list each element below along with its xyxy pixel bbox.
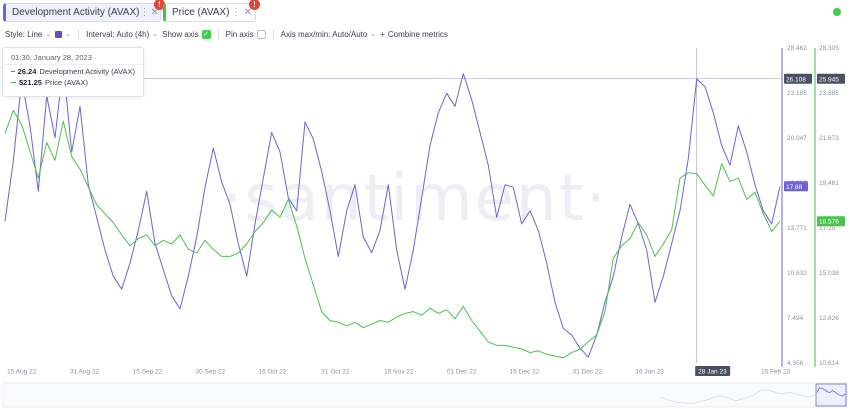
tooltip-price-label: Price (AVAX): [44, 78, 89, 87]
plus-icon: +: [380, 29, 385, 39]
more-options-icon[interactable]: ⋮: [139, 7, 150, 18]
x-tick-label: 15 Sep 22: [133, 369, 163, 376]
x-tick-label: 31 Oct 22: [321, 369, 350, 376]
metric-tab-price[interactable]: Price (AVAX) ⋮ ✕ !: [163, 0, 260, 22]
x-tick-label: 30 Sep 22: [196, 369, 226, 376]
x-highlight-bg: [695, 366, 731, 376]
y-tick-label-left: 13.771: [787, 225, 807, 232]
y-tick-label-right: 10.614: [819, 360, 839, 367]
left-axis-marker: 26.108: [786, 76, 806, 83]
left-axis-marker-bg: [784, 73, 812, 84]
x-tick-label: 31 Dec 22: [573, 369, 603, 376]
series-marker: [11, 70, 15, 73]
x-tick-label: 15 Nov 22: [384, 369, 414, 376]
combine-metrics-label: Combine metrics: [387, 29, 448, 39]
y-tick-label-right: 19.461: [819, 180, 839, 187]
divider: [272, 29, 274, 39]
y-tick-label-left: 23.185: [787, 90, 807, 97]
navigator-window: [815, 383, 847, 407]
chevron-down-icon: ⌄: [370, 31, 377, 38]
y-tick-label-left: 4.356: [787, 360, 804, 367]
pin-axis-checkbox[interactable]: [256, 29, 266, 39]
left-axis-current-value: 17.88: [786, 184, 803, 191]
interval-dropdown[interactable]: Interval: Auto (4h) ⌄: [86, 30, 158, 39]
tooltip-row-price: $21.25 Price (AVAX): [3, 76, 143, 87]
navigator-window-line: [816, 387, 846, 397]
tooltip-price-value: $21.25: [19, 78, 42, 87]
axis-maxmin-dropdown[interactable]: Axis max/min: Auto/Auto ⌄: [281, 30, 377, 39]
series-marker: [11, 81, 16, 84]
y-tick-label-right: 12.826: [819, 315, 839, 322]
chevron-down-icon: ⌄: [65, 31, 72, 38]
pin-axis-toggle[interactable]: Pin axis: [225, 29, 266, 39]
axis-maxmin-label: Axis max/min: Auto/Auto: [280, 29, 368, 39]
chevron-down-icon: ⌄: [152, 31, 159, 38]
show-axis-label: Show axis: [162, 29, 199, 39]
x-tick-label: 16 Oct 22: [258, 369, 287, 376]
tooltip-date: 01:30, January 28, 2023: [3, 48, 143, 65]
tooltip-dev-value: 26.24: [17, 67, 37, 76]
color-dropdown[interactable]: ⌄: [55, 30, 71, 38]
chart-area[interactable]: ·santiment·28.46223.18520.04716.90913.77…: [0, 40, 850, 409]
metric-tab-label: Development Activity (AVAX): [12, 7, 140, 18]
tooltip-row-dev: 26.24 Development Activity (AVAX): [3, 65, 143, 76]
color-swatch: [55, 30, 63, 38]
right-axis-current-value: 18.576: [819, 219, 839, 226]
series-line-dev-activity: [4, 64, 781, 358]
y-tick-label-right: 17.25: [819, 225, 836, 232]
divider: [78, 29, 80, 39]
y-tick-label-left: 28.462: [787, 45, 807, 52]
metric-tab-dev-activity[interactable]: Development Activity (AVAX) ⋮ ✕ !: [3, 0, 165, 22]
metric-tab-label: Price (AVAX): [172, 7, 230, 18]
warning-icon: !: [154, 0, 165, 10]
x-tick-label-highlight: 28 Jan 23: [698, 369, 727, 376]
style-dropdown[interactable]: Style: Line ⌄: [5, 30, 51, 39]
x-tick-label: 16 Jan 23: [635, 369, 664, 376]
more-options-icon[interactable]: ⋮: [231, 7, 241, 18]
close-icon[interactable]: ✕: [150, 7, 159, 18]
y-tick-label-left: 10.632: [787, 270, 807, 277]
pin-axis-label: Pin axis: [225, 29, 254, 39]
chevron-down-icon: ⌄: [45, 31, 52, 38]
y-tick-label-right: 15.038: [819, 270, 839, 277]
show-axis-toggle[interactable]: Show axis ✓: [162, 29, 211, 39]
x-tick-label: 16 Dec 22: [510, 369, 540, 376]
series-line-price: [4, 109, 781, 359]
right-axis-current-value-bg: [817, 216, 845, 227]
right-axis-marker: 25.945: [819, 76, 839, 83]
warning-icon: !: [249, 0, 260, 10]
style-label: Style: Line: [5, 29, 43, 39]
chart-toolbar: Style: Line ⌄ ⌄ Interval: Auto (4h) ⌄ Sh…: [5, 27, 448, 41]
combine-metrics-button[interactable]: + Combine metrics: [380, 30, 448, 39]
y-tick-label-left: 7.494: [787, 315, 804, 322]
x-tick-label: 31 Aug 22: [70, 369, 100, 376]
right-axis-marker-bg: [817, 73, 845, 84]
navigator-strip: [2, 382, 848, 408]
status-dot: [833, 8, 841, 16]
divider: [217, 29, 219, 39]
show-axis-checkbox[interactable]: ✓: [201, 29, 211, 39]
x-tick-label: 15 Aug 22: [7, 369, 37, 376]
x-tick-label: 15 Feb 23: [761, 369, 791, 376]
y-tick-label-right: 23.885: [819, 90, 839, 97]
y-tick-label-right: 28.305: [819, 45, 839, 52]
interval-label: Interval: Auto (4h): [86, 29, 150, 39]
navigator-line: [659, 389, 816, 405]
y-tick-label-right: 21.673: [819, 135, 839, 142]
chart-tooltip: 01:30, January 28, 2023 26.24 Developmen…: [2, 47, 144, 97]
y-tick-label-left: 20.047: [787, 135, 807, 142]
close-icon[interactable]: ✕: [243, 7, 253, 18]
left-axis-current-value-bg: [784, 181, 808, 192]
x-tick-label: 01 Dec 22: [447, 369, 477, 376]
tooltip-dev-label: Development Activity (AVAX): [39, 67, 135, 76]
watermark: ·santiment·: [222, 162, 608, 236]
